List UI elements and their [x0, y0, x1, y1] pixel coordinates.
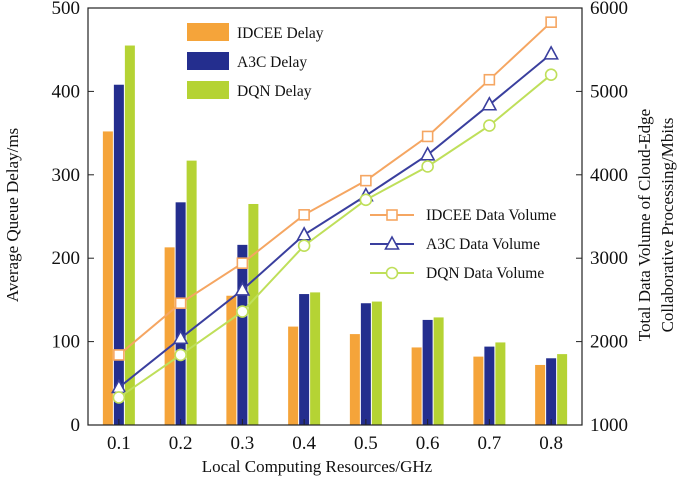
y2-tick-label: 1000 [590, 415, 628, 436]
bar-a3c-delay-0.5 [360, 303, 371, 425]
x-tick-label: 0.1 [107, 433, 131, 454]
marker-idcee-data-volume-0.6 [421, 130, 434, 143]
legend-label: IDCEE Data Volume [426, 207, 556, 224]
plot-frame [87, 7, 583, 426]
marker-dqn-data-volume-0.2 [174, 348, 187, 362]
y-tick-label: 200 [52, 248, 81, 269]
bar-a3c-delay-0.8 [546, 358, 557, 425]
marker-idcee-data-volume-0.1 [113, 349, 125, 361]
y2-axis-title-line2: Collaborative Processing/Mbits [658, 118, 677, 333]
marker-idcee-data-volume-0.3 [236, 257, 249, 270]
bar-a3c-delay-0.4 [299, 294, 310, 425]
x-axis-title: Local Computing Resources/GHz [202, 457, 433, 476]
y-axis-title: Average Queue Delay/ms [3, 128, 22, 302]
bar-dqn-delay-0.2 [186, 160, 197, 425]
marker-a3c-data-volume-0.2 [172, 329, 189, 345]
y2-tick-label: 5000 [590, 81, 628, 102]
bar-dqn-delay-0.8 [557, 354, 568, 425]
marker-a3c-data-volume-0.4 [296, 226, 312, 241]
legend-lines: IDCEE Data Volume A3C Data Volume DQN Data… [370, 207, 556, 282]
y-tick-label: 500 [52, 0, 81, 19]
line-idcee-data-volume [118, 21, 552, 356]
bar-idcee-delay-0.8 [535, 364, 546, 425]
line-a3c-data-volume [118, 53, 552, 389]
line-layer [111, 16, 559, 404]
marker-dqn-data-volume-0.1 [112, 391, 126, 404]
marker-a3c-data-volume-0.8 [543, 45, 559, 60]
legend-marker [384, 235, 400, 250]
bar-a3c-delay-0.7 [484, 346, 495, 425]
marker-dqn-data-volume-0.8 [544, 68, 558, 82]
marker-dqn-data-volume-0.6 [421, 160, 434, 173]
legend-label: DQN Delay [237, 83, 312, 100]
marker-dqn-data-volume-0.3 [236, 305, 249, 318]
bar-dqn-delay-0.3 [248, 203, 259, 425]
x-tick-label: 0.7 [478, 433, 502, 454]
legend-swatch [187, 81, 229, 99]
bar-a3c-delay-0.6 [422, 319, 433, 425]
bar-dqn-delay-0.6 [433, 317, 444, 425]
legend-bars: IDCEE Delay A3C Delay DQN Delay [187, 23, 324, 100]
marker-a3c-data-volume-0.7 [481, 96, 498, 111]
y2-tick-label: 6000 [590, 0, 628, 19]
y-tick-label: 100 [52, 332, 81, 353]
tick-layer: 0 100 200 300 400 500 1000 2000 3000 4000 5000 6000… [52, 0, 629, 454]
x-tick-label: 0.4 [292, 433, 316, 454]
bar-dqn-delay-0.4 [310, 292, 321, 425]
bar-a3c-delay-0.1 [113, 84, 124, 425]
bar-idcee-delay-0.6 [411, 347, 422, 425]
legend-marker [386, 209, 398, 221]
x-tick-label: 0.2 [169, 433, 193, 454]
bar-dqn-delay-0.7 [495, 342, 506, 425]
marker-idcee-data-volume-0.8 [545, 16, 557, 28]
y2-tick-label: 2000 [590, 332, 628, 353]
x-tick-label: 0.6 [416, 433, 440, 454]
marker-idcee-data-volume-0.5 [360, 174, 372, 187]
marker-dqn-data-volume-0.5 [359, 193, 373, 207]
legend-swatch [187, 52, 229, 70]
marker-a3c-data-volume-0.3 [234, 281, 251, 296]
bar-a3c-delay-0.3 [237, 244, 248, 425]
y2-tick-label: 4000 [590, 165, 628, 186]
bar-idcee-delay-0.3 [226, 295, 237, 425]
x-tick-label: 0.3 [231, 433, 255, 454]
x-tick-label: 0.5 [354, 433, 378, 454]
marker-a3c-data-volume-0.6 [419, 146, 436, 161]
legend-label: A3C Data Volume [426, 236, 540, 253]
line-dqn-data-volume [118, 73, 552, 399]
legend-label: A3C Delay [237, 54, 307, 71]
marker-dqn-data-volume-0.4 [297, 239, 311, 252]
bar-idcee-delay-0.2 [164, 247, 175, 425]
marker-dqn-data-volume-0.7 [483, 119, 496, 132]
marker-idcee-data-volume-0.7 [483, 73, 496, 86]
bar-dqn-delay-0.1 [124, 45, 135, 425]
y2-tick-label: 3000 [590, 248, 628, 269]
marker-idcee-data-volume-0.2 [174, 297, 187, 310]
x-tick-label: 0.8 [539, 433, 563, 454]
bar-idcee-delay-0.7 [473, 356, 484, 425]
y-tick-label: 400 [52, 81, 81, 102]
bar-layer [102, 45, 568, 425]
marker-idcee-data-volume-0.4 [298, 209, 310, 221]
bar-idcee-delay-0.1 [102, 131, 113, 425]
bar-idcee-delay-0.4 [288, 326, 299, 425]
legend-swatch [187, 23, 229, 41]
legend-label: DQN Data Volume [426, 265, 544, 282]
bar-idcee-delay-0.5 [349, 334, 360, 425]
y-tick-label: 300 [52, 165, 81, 186]
legend-label: IDCEE Delay [237, 25, 324, 42]
y-tick-label: 0 [71, 415, 81, 436]
y2-axis-title-line1: Total Data Volume of Cloud-Edge [635, 109, 654, 341]
bar-dqn-delay-0.5 [371, 301, 382, 425]
legend-marker [385, 266, 399, 280]
bar-a3c-delay-0.2 [175, 202, 186, 425]
